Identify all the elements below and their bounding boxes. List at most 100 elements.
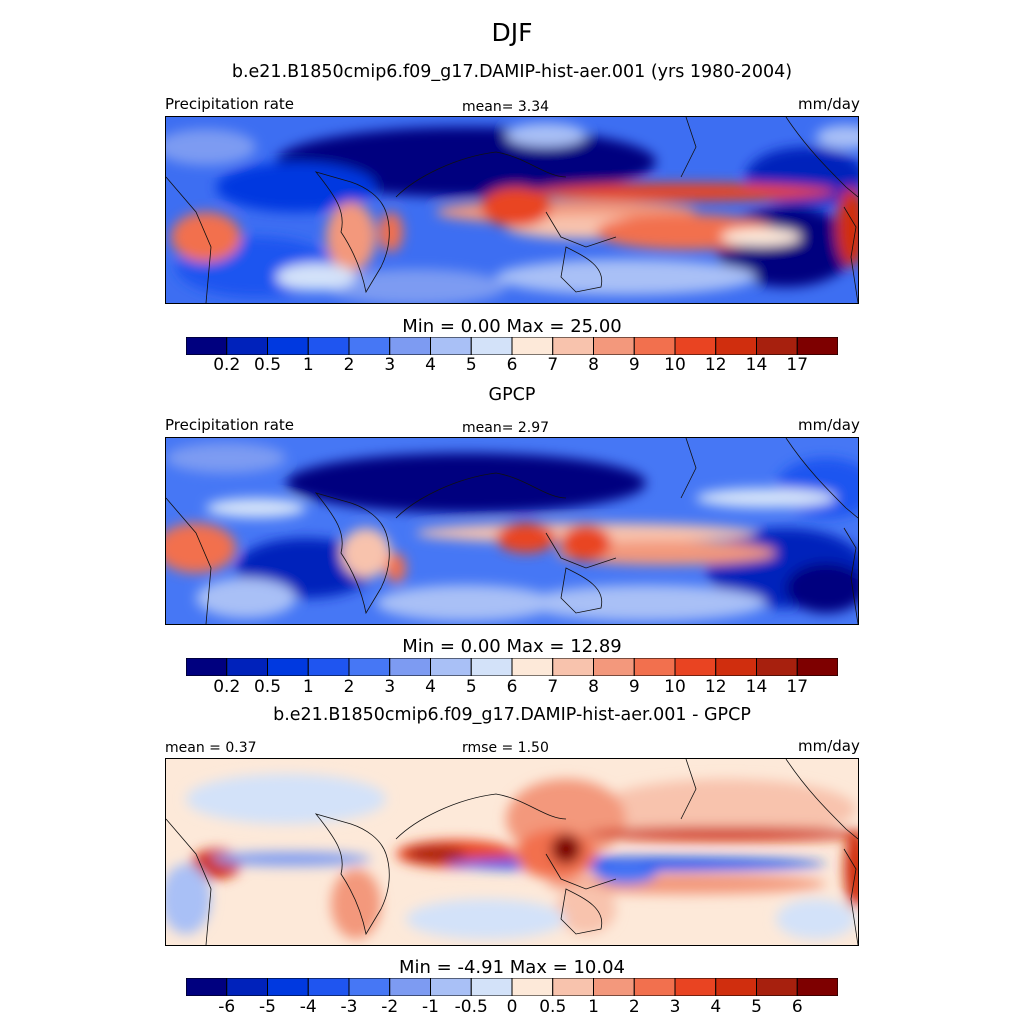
colorbar-swatch [307, 978, 350, 996]
colorbar-tick-label: 0.5 [253, 677, 282, 697]
colorbar-tick-label: 1 [302, 677, 314, 697]
colorbar-tick-label: -2 [381, 997, 399, 1017]
colorbar-swatch [186, 978, 228, 996]
colorbar-swatch [756, 978, 798, 996]
figure-subtitle: b.e21.B1850cmip6.f09_g17.DAMIP-hist-aer.… [231, 62, 793, 82]
colorbar-swatch [226, 658, 268, 676]
colorbar-tick-label: 3 [384, 355, 396, 375]
panel1-colorbar-swatches [186, 337, 838, 355]
colorbar-swatch [633, 978, 676, 996]
colorbar-swatch [511, 658, 554, 676]
panel2-stats: Min = 0.00 Max = 12.89 [402, 636, 622, 657]
panel3-map [165, 758, 859, 946]
panel3-mean-label: mean = 0.37 [165, 740, 257, 756]
colorbar-swatch [796, 658, 838, 676]
colorbar-swatch [389, 978, 431, 996]
colorbar-swatch [307, 337, 350, 355]
colorbar-tick-label: 6 [791, 997, 803, 1017]
colorbar-swatch [674, 978, 717, 996]
panel3-units-label: mm/day [798, 737, 860, 755]
colorbar-swatch [756, 658, 798, 676]
colorbar-tick-label: 0.5 [253, 355, 282, 375]
colorbar-swatch [552, 658, 594, 676]
colorbar-tick-label: 0 [506, 997, 518, 1017]
colorbar-tick-label: 0.5 [539, 997, 567, 1017]
colorbar-tick-label: 5 [465, 355, 477, 375]
panel2-left-label: Precipitation rate [165, 416, 294, 434]
colorbar-tick-label: 9 [628, 355, 640, 375]
colorbar-swatch [470, 978, 513, 996]
panel3-colorbar [186, 978, 838, 996]
colorbar-tick-label: 10 [664, 677, 686, 697]
colorbar-swatch [186, 658, 228, 676]
colorbar-tick-label: 2 [343, 677, 355, 697]
panel3-diff-field [166, 759, 858, 945]
colorbar-tick-label: 12 [704, 355, 727, 375]
colorbar-swatch [674, 658, 717, 676]
colorbar-swatch [674, 337, 717, 355]
colorbar-swatch [186, 337, 228, 355]
colorbar-swatch [226, 978, 268, 996]
colorbar-swatch [348, 337, 391, 355]
colorbar-swatch [430, 978, 472, 996]
colorbar-tick-label: 9 [628, 677, 640, 697]
colorbar-swatch [307, 658, 350, 676]
colorbar-swatch [470, 658, 513, 676]
panel2-map [165, 437, 859, 625]
colorbar-tick-label: 1 [302, 355, 314, 375]
colorbar-swatch [226, 337, 268, 355]
colorbar-tick-label: 8 [588, 355, 599, 375]
colorbar-tick-label: -0.5 [454, 997, 488, 1017]
panel3-stats: Min = -4.91 Max = 10.04 [398, 957, 626, 978]
colorbar-tick-label: 17 [786, 677, 809, 697]
colorbar-swatch [593, 337, 635, 355]
colorbar-swatch [348, 658, 391, 676]
panel3-rmse-label: rmse = 1.50 [462, 740, 549, 756]
colorbar-swatch [552, 978, 594, 996]
colorbar-tick-label: 7 [547, 355, 559, 375]
colorbar-swatch [715, 337, 757, 355]
colorbar-tick-label: 6 [506, 677, 518, 697]
colorbar-swatch [633, 337, 676, 355]
panel2-colorbar-swatches [186, 658, 838, 676]
colorbar-swatch [511, 978, 554, 996]
panel2-units-label: mm/day [798, 416, 860, 434]
colorbar-swatch [756, 337, 798, 355]
colorbar-swatch [511, 337, 554, 355]
panel1-colorbar [186, 337, 838, 355]
panel1-map [165, 116, 859, 304]
panel1-mean-label: mean= 3.34 [462, 99, 550, 115]
colorbar-swatch [593, 658, 635, 676]
panel1-precip-field [166, 117, 858, 303]
colorbar-tick-label: 8 [588, 677, 599, 697]
colorbar-tick-label: -3 [340, 997, 358, 1017]
colorbar-tick-label: 12 [704, 677, 727, 697]
panel1-coastlines [166, 117, 858, 303]
colorbar-swatch [430, 337, 472, 355]
colorbar-tick-label: 6 [506, 355, 518, 375]
colorbar-tick-label: -4 [299, 997, 317, 1017]
colorbar-swatch [552, 337, 594, 355]
colorbar-tick-label: 5 [465, 677, 477, 697]
colorbar-swatch [267, 978, 309, 996]
colorbar-swatch [715, 978, 757, 996]
colorbar-tick-label: 14 [745, 677, 768, 697]
panel3-colorbar-swatches [186, 978, 838, 996]
colorbar-tick-label: 17 [786, 355, 809, 375]
colorbar-tick-label: 10 [664, 355, 686, 375]
colorbar-tick-label: -5 [259, 997, 276, 1017]
colorbar-swatch [593, 978, 635, 996]
panel1-left-label: Precipitation rate [165, 95, 294, 113]
colorbar-swatch [796, 337, 838, 355]
colorbar-swatch [470, 337, 513, 355]
colorbar-tick-label: 0.2 [213, 677, 241, 697]
colorbar-tick-label: 1 [588, 997, 599, 1017]
colorbar-tick-label: 3 [384, 677, 396, 697]
colorbar-swatch [389, 337, 431, 355]
colorbar-tick-label: -1 [422, 997, 439, 1017]
colorbar-tick-label: 2 [628, 997, 640, 1017]
panel1-stats: Min = 0.00 Max = 25.00 [402, 316, 622, 337]
colorbar-tick-label: 0.2 [213, 355, 241, 375]
colorbar-tick-label: -6 [218, 997, 236, 1017]
figure-title: DJF [491, 18, 533, 47]
